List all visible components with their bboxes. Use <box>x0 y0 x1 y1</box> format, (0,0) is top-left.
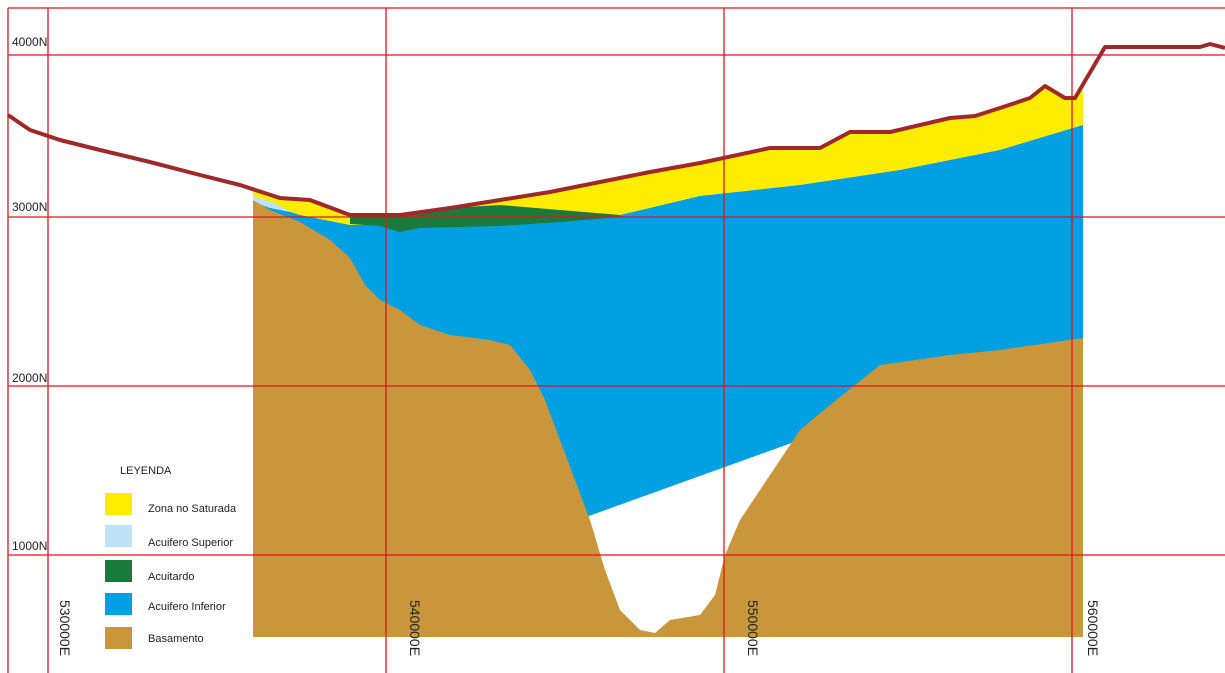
legend-swatch <box>105 493 132 515</box>
legend-label: Acuifero Inferior <box>148 601 226 613</box>
cross-section: 4000N 3000N 2000N 1000N 530000E 540000E … <box>0 0 1225 673</box>
easting-label: 550000E <box>745 600 761 656</box>
easting-label: 560000E <box>1085 600 1101 656</box>
easting-label: 540000E <box>407 600 423 656</box>
legend-label: Acuitardo <box>148 571 194 583</box>
northing-label: 3000N <box>12 200 47 214</box>
northing-label: 1000N <box>12 539 47 553</box>
legend-label: Acuifero Superior <box>148 537 233 549</box>
legend-label: Basamento <box>148 633 204 645</box>
legend-swatch <box>105 627 132 649</box>
legend-title: LEYENDA <box>120 465 172 477</box>
legend-swatch <box>105 593 132 615</box>
legend-swatch <box>105 560 132 582</box>
legend-label: Zona no Saturada <box>148 503 237 515</box>
legend-swatch <box>105 525 132 547</box>
northing-label: 2000N <box>12 371 47 385</box>
easting-label: 530000E <box>57 600 73 656</box>
legend: LEYENDA Zona no Saturada Acuifero Superi… <box>105 465 237 649</box>
northing-label: 4000N <box>12 35 47 49</box>
